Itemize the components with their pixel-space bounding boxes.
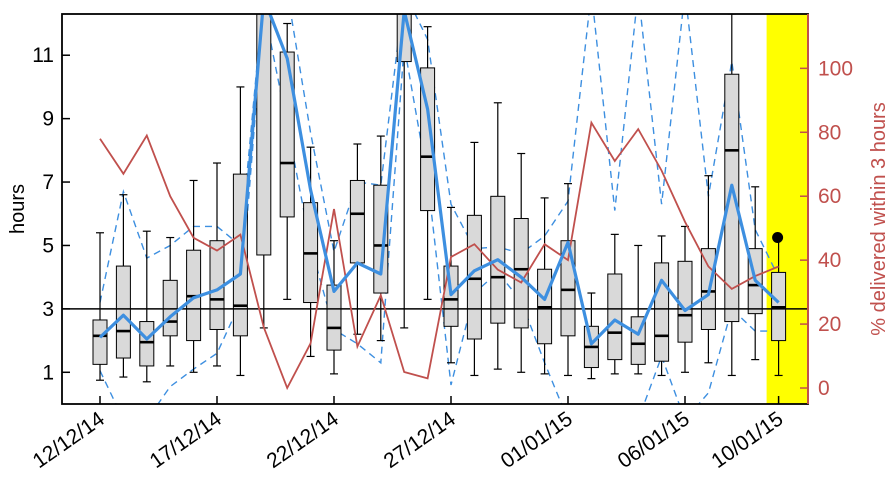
boxplot (420, 26, 436, 300)
box (92, 319, 108, 365)
box (607, 273, 623, 361)
y-axis-label: hours (7, 184, 29, 234)
x-axis: 12/12/14 17/12/14 22/12/14 27/12/14 01/01/15… (29, 396, 787, 473)
boxplot (607, 233, 623, 375)
boxplot (466, 141, 482, 377)
boxplot (326, 240, 342, 375)
boxplot (724, 14, 740, 377)
box (115, 265, 131, 359)
x-tick-label: 10/01/15 (707, 407, 787, 473)
box (139, 321, 155, 367)
boxplot (490, 102, 506, 370)
y2-tick-label: 100 (818, 57, 853, 80)
boxplot (513, 152, 529, 373)
x-tick-label: 17/12/14 (146, 407, 226, 473)
boxplot (303, 146, 319, 358)
boxplot (560, 183, 576, 377)
highlight-band (766, 14, 808, 404)
y2-tick-label: 60 (818, 185, 841, 208)
boxplot (677, 225, 693, 373)
x-tick-label: 12/12/14 (29, 407, 109, 473)
boxplot (256, 14, 272, 329)
boxplot (630, 244, 646, 375)
boxplot (373, 135, 389, 342)
boxplot (209, 162, 225, 367)
left-axis: 1 3 5 7 9 11 (32, 44, 70, 384)
upper-dashed-line (99, 14, 780, 303)
box (349, 179, 365, 264)
box (654, 262, 670, 362)
dashed-bands (99, 14, 780, 404)
y2-tick-label: 20 (818, 313, 841, 336)
boxplot (279, 22, 295, 300)
boxplot (92, 232, 108, 381)
box (373, 184, 389, 294)
boxplot (349, 143, 365, 335)
boxplot (115, 194, 131, 378)
boxplot (771, 236, 787, 377)
boxplot (583, 292, 599, 380)
x-tick-label: 06/01/15 (614, 407, 694, 473)
y2-tick-label: 0 (818, 377, 830, 400)
boxplot (186, 179, 202, 373)
x-tick-label: 22/12/14 (263, 407, 343, 473)
y2-tick-label: 80 (818, 121, 841, 144)
y-tick-label: 1 (42, 361, 54, 384)
box (162, 279, 178, 337)
y2-tick-label: 40 (818, 249, 841, 272)
box (279, 51, 295, 218)
lower-dashed-line (99, 14, 779, 404)
pct-line (99, 120, 779, 391)
boxplots (92, 14, 787, 383)
box (326, 284, 342, 351)
mean-series (98, 14, 780, 346)
boxplot (162, 236, 178, 367)
pct-series (99, 120, 779, 391)
y-tick-label: 7 (42, 171, 54, 194)
y-tick-label: 9 (42, 108, 54, 131)
boxplot (654, 235, 670, 377)
box (256, 14, 272, 256)
box (420, 67, 436, 212)
y-tick-label: 11 (32, 44, 54, 67)
point-marker (772, 232, 784, 244)
y2-axis-label: % delivered within 3 hours (868, 102, 890, 335)
y-tick-label: 3 (42, 298, 54, 321)
x-tick-label: 01/01/15 (497, 407, 577, 473)
mean-line (98, 14, 780, 346)
y-tick-label: 5 (42, 234, 54, 257)
box (724, 73, 740, 323)
boxplot (139, 230, 155, 383)
right-axis: 0 20 40 60 80 100 (800, 14, 853, 404)
x-tick-label: 27/12/14 (380, 407, 460, 473)
